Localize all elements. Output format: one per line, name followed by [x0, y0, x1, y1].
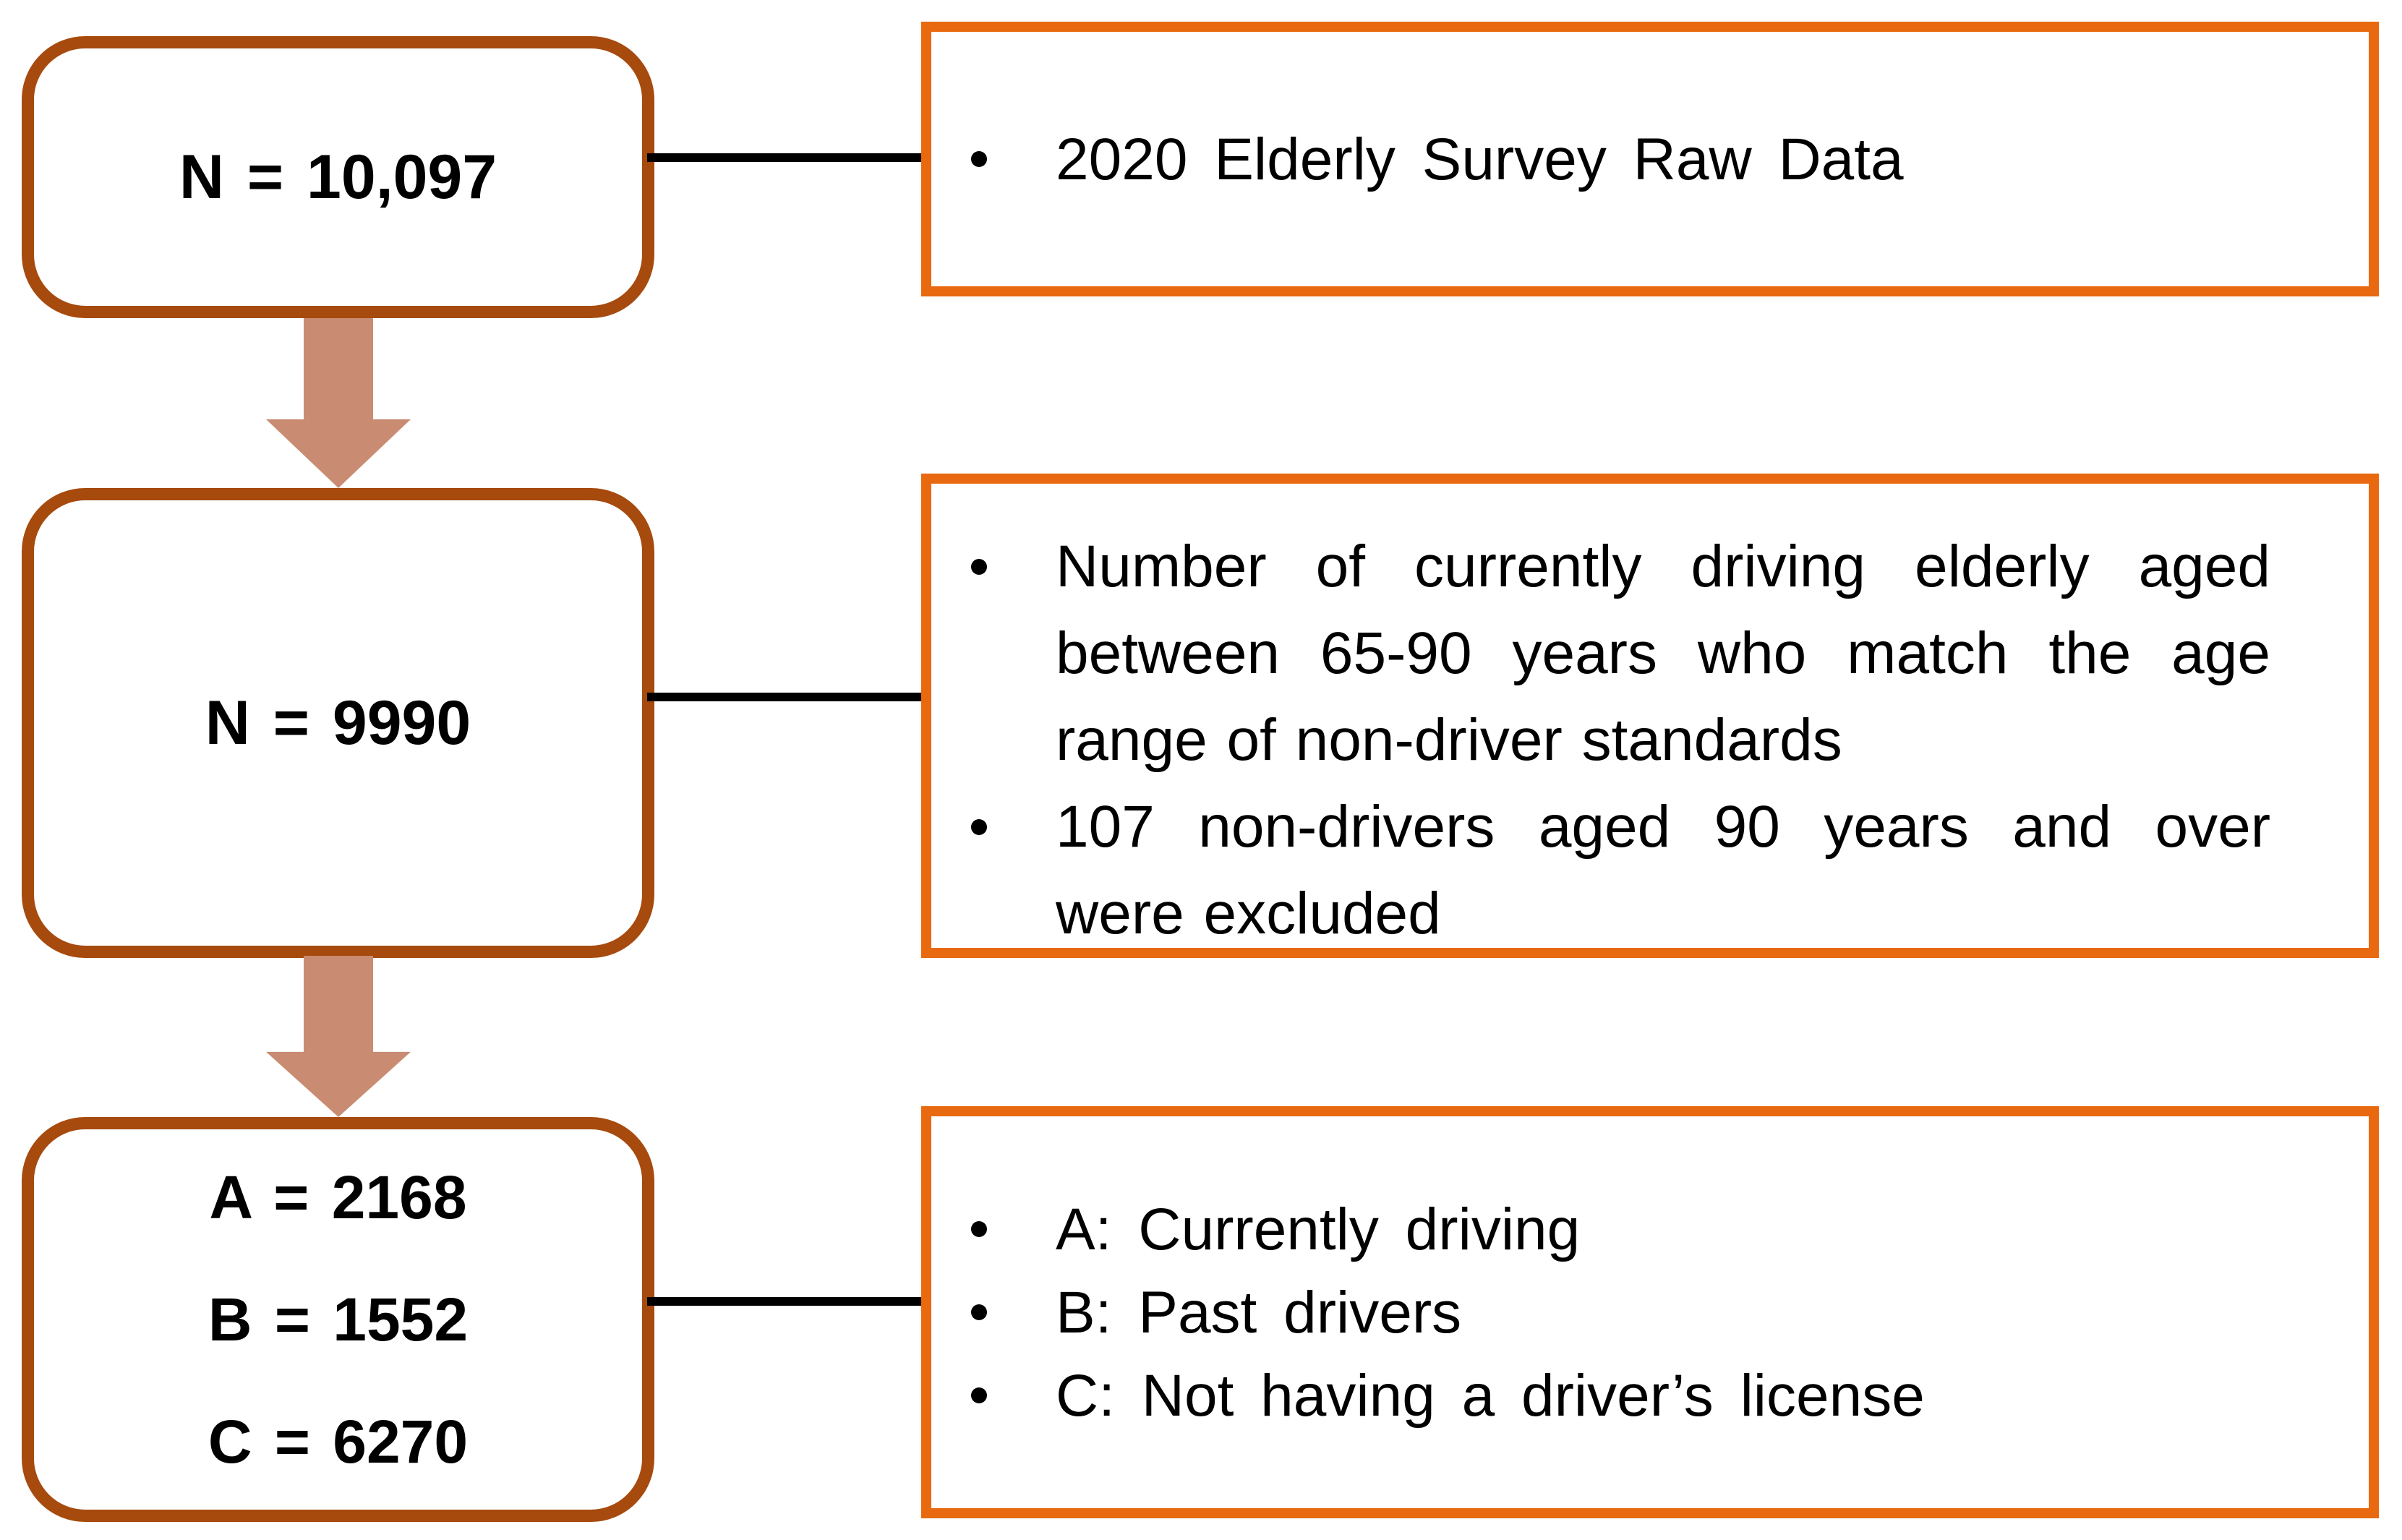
- bullet-dot-icon: [971, 1304, 987, 1320]
- note-filtering-text-2: 107 non-drivers aged 90 years and over w…: [1056, 794, 2270, 946]
- legend-b-text: B: Past drivers: [1056, 1279, 1462, 1346]
- note-raw-data-bullet: 2020 Elderly Survey Raw Data: [931, 118, 2369, 201]
- node-filtered-sample: N = 9990: [22, 488, 654, 958]
- bullet-dot-icon: [971, 1387, 987, 1403]
- node-group-counts: A = 2168 B = 1552 C = 6270: [22, 1117, 654, 1522]
- note-filtering-text-1: Number of currently driving elderly aged…: [1056, 534, 2270, 773]
- note-filtering-bullet-1: Number of currently driving elderly aged…: [931, 523, 2369, 784]
- legend-b-bullet: B: Past drivers: [931, 1271, 2369, 1354]
- bullet-dot-icon: [971, 1220, 987, 1237]
- note-filtering-bullet-2: 107 non-drivers aged 90 years and over w…: [931, 784, 2369, 957]
- note-filtering-criteria: Number of currently driving elderly aged…: [921, 474, 2379, 958]
- note-raw-data-text: 2020 Elderly Survey Raw Data: [1056, 126, 1904, 192]
- bullet-dot-icon: [971, 150, 987, 167]
- group-a-count: A = 2168: [209, 1163, 467, 1231]
- legend-c-bullet: C: Not having a driver’s license: [931, 1354, 2369, 1437]
- legend-c-text: C: Not having a driver’s license: [1056, 1362, 1925, 1429]
- note-raw-data: 2020 Elderly Survey Raw Data: [921, 22, 2379, 296]
- bullet-dot-icon: [971, 559, 987, 575]
- node-filtered-sample-label: N = 9990: [205, 688, 471, 758]
- down-arrow-1-icon: [266, 318, 411, 488]
- legend-a-text: A: Currently driving: [1056, 1196, 1581, 1262]
- down-arrow-2-icon: [266, 956, 411, 1117]
- note-group-legend: A: Currently driving B: Past drivers C: …: [921, 1106, 2379, 1518]
- bullet-dot-icon: [971, 819, 987, 835]
- node-total-sample-label: N = 10,097: [179, 142, 497, 212]
- group-b-count: B = 1552: [208, 1286, 469, 1353]
- connector-line-3: [647, 1297, 926, 1306]
- connector-line-2: [647, 693, 926, 701]
- group-c-count: C = 6270: [208, 1408, 469, 1476]
- legend-a-bullet: A: Currently driving: [931, 1188, 2369, 1271]
- connector-line-1: [647, 153, 926, 162]
- node-total-sample: N = 10,097: [22, 36, 654, 318]
